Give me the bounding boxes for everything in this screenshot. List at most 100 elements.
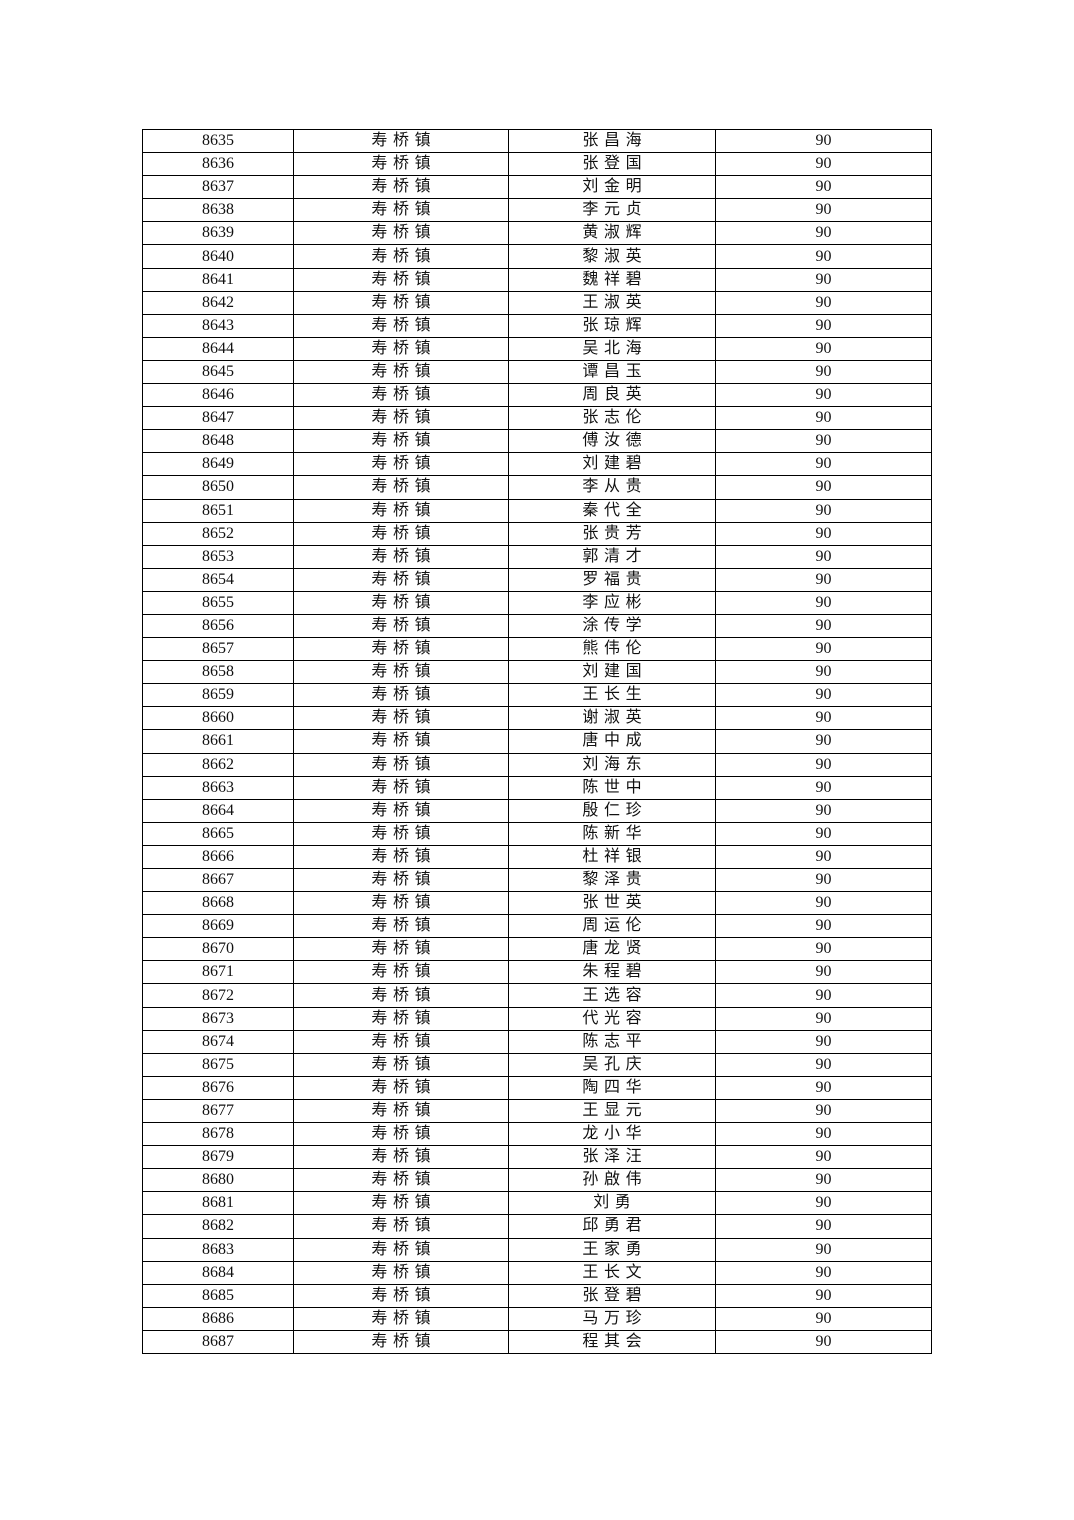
- cell-score: 90: [715, 290, 932, 315]
- table-row: 8670 寿桥镇 唐龙贤 90: [142, 937, 932, 962]
- cell-number: 8678: [142, 1122, 294, 1147]
- data-table: 8635 寿桥镇 张昌海 90 8636 寿桥镇 张登国 90 8637 寿桥镇 刘金明 90 8638…: [142, 128, 932, 1354]
- cell-town: 寿桥镇: [293, 613, 509, 639]
- cell-name: 张贵芳: [508, 521, 716, 546]
- cell-score: 90: [715, 1052, 932, 1077]
- cell-number: 8680: [142, 1168, 294, 1193]
- cell-name: 唐龙贤: [508, 937, 716, 962]
- cell-town: 寿桥镇: [293, 798, 509, 823]
- cell-town: 寿桥镇: [293, 544, 509, 569]
- cell-number: 8674: [142, 1029, 294, 1054]
- cell-score: 90: [715, 798, 932, 823]
- cell-score: 90: [715, 1098, 932, 1124]
- cell-score: 90: [715, 521, 932, 546]
- cell-number: 8676: [142, 1075, 294, 1100]
- cell-number: 8682: [142, 1214, 294, 1239]
- cell-town: 寿桥镇: [293, 1098, 509, 1124]
- cell-score: 90: [715, 637, 932, 662]
- cell-score: 90: [715, 221, 932, 246]
- table-row: 8656 寿桥镇 涂传学 90: [142, 613, 932, 639]
- cell-number: 8672: [142, 983, 294, 1008]
- table-row: 8655 寿桥镇 李应彬 90: [142, 590, 932, 615]
- cell-name: 周良英: [508, 383, 716, 408]
- cell-town: 寿桥镇: [293, 1052, 509, 1077]
- cell-town: 寿桥镇: [293, 1029, 509, 1054]
- cell-number: 8675: [142, 1052, 294, 1077]
- table-row: 8653 寿桥镇 郭清才 90: [142, 544, 932, 569]
- cell-score: 90: [715, 983, 932, 1008]
- cell-number: 8666: [142, 844, 294, 870]
- cell-score: 90: [715, 729, 932, 754]
- cell-town: 寿桥镇: [293, 706, 509, 731]
- cell-town: 寿桥镇: [293, 590, 509, 615]
- table-row: 8683 寿桥镇 王家勇 90: [142, 1237, 932, 1262]
- cell-number: 8657: [142, 637, 294, 662]
- cell-number: 8667: [142, 867, 294, 893]
- cell-score: 90: [715, 544, 932, 569]
- table-row: 8671 寿桥镇 朱程碧 90: [142, 960, 932, 985]
- cell-name: 程其会: [508, 1329, 716, 1354]
- cell-score: 90: [715, 891, 932, 916]
- cell-name: 马万珍: [508, 1306, 716, 1331]
- table-row: 8650 寿桥镇 李从贵 90: [142, 475, 932, 500]
- cell-name: 刘金明: [508, 175, 716, 200]
- cell-town: 寿桥镇: [293, 914, 509, 939]
- cell-town: 寿桥镇: [293, 521, 509, 546]
- cell-number: 8685: [142, 1283, 294, 1308]
- cell-number: 8643: [142, 313, 294, 338]
- cell-score: 90: [715, 752, 932, 777]
- cell-score: 90: [715, 313, 932, 338]
- cell-number: 8683: [142, 1237, 294, 1262]
- cell-name: 陈新华: [508, 821, 716, 846]
- cell-town: 寿桥镇: [293, 567, 509, 592]
- cell-score: 90: [715, 475, 932, 500]
- cell-score: 90: [715, 336, 932, 361]
- cell-town: 寿桥镇: [293, 313, 509, 338]
- cell-town: 寿桥镇: [293, 383, 509, 408]
- cell-score: 90: [715, 1006, 932, 1031]
- cell-score: 90: [715, 128, 932, 154]
- table-row: 8684 寿桥镇 王长文 90: [142, 1260, 932, 1285]
- table-row: 8661 寿桥镇 唐中成 90: [142, 729, 932, 754]
- cell-town: 寿桥镇: [293, 683, 509, 708]
- cell-name: 李应彬: [508, 590, 716, 615]
- table-row: 8641 寿桥镇 魏祥碧 90: [142, 267, 932, 292]
- cell-score: 90: [715, 821, 932, 846]
- cell-name: 龙小华: [508, 1122, 716, 1147]
- cell-town: 寿桥镇: [293, 937, 509, 962]
- cell-town: 寿桥镇: [293, 1329, 509, 1354]
- cell-number: 8679: [142, 1145, 294, 1170]
- table-row: 8674 寿桥镇 陈志平 90: [142, 1029, 932, 1054]
- cell-town: 寿桥镇: [293, 475, 509, 500]
- table-row: 8639 寿桥镇 黄淑辉 90: [142, 221, 932, 246]
- table-row: 8662 寿桥镇 刘海东 90: [142, 752, 932, 777]
- cell-number: 8677: [142, 1098, 294, 1124]
- cell-score: 90: [715, 429, 932, 454]
- cell-town: 寿桥镇: [293, 867, 509, 893]
- cell-score: 90: [715, 567, 932, 592]
- cell-name: 张泽汪: [508, 1145, 716, 1170]
- table-row: 8666 寿桥镇 杜祥银 90: [142, 844, 932, 870]
- cell-name: 陈志平: [508, 1029, 716, 1054]
- cell-town: 寿桥镇: [293, 891, 509, 916]
- cell-name: 吴孔庆: [508, 1052, 716, 1077]
- cell-score: 90: [715, 1237, 932, 1262]
- table-row: 8682 寿桥镇 邱勇君 90: [142, 1214, 932, 1239]
- table-row: 8637 寿桥镇 刘金明 90: [142, 175, 932, 200]
- table-row: 8645 寿桥镇 谭昌玉 90: [142, 359, 932, 385]
- cell-name: 谭昌玉: [508, 359, 716, 385]
- cell-number: 8644: [142, 336, 294, 361]
- cell-town: 寿桥镇: [293, 221, 509, 246]
- cell-town: 寿桥镇: [293, 498, 509, 523]
- cell-score: 90: [715, 1260, 932, 1285]
- cell-number: 8640: [142, 244, 294, 269]
- cell-number: 8649: [142, 452, 294, 477]
- cell-name: 秦代全: [508, 498, 716, 523]
- cell-name: 黎泽贵: [508, 867, 716, 893]
- cell-number: 8645: [142, 359, 294, 385]
- cell-name: 张登碧: [508, 1283, 716, 1308]
- table-row: 8668 寿桥镇 张世英 90: [142, 891, 932, 916]
- cell-score: 90: [715, 1029, 932, 1054]
- table-row: 8651 寿桥镇 秦代全 90: [142, 498, 932, 523]
- cell-name: 魏祥碧: [508, 267, 716, 292]
